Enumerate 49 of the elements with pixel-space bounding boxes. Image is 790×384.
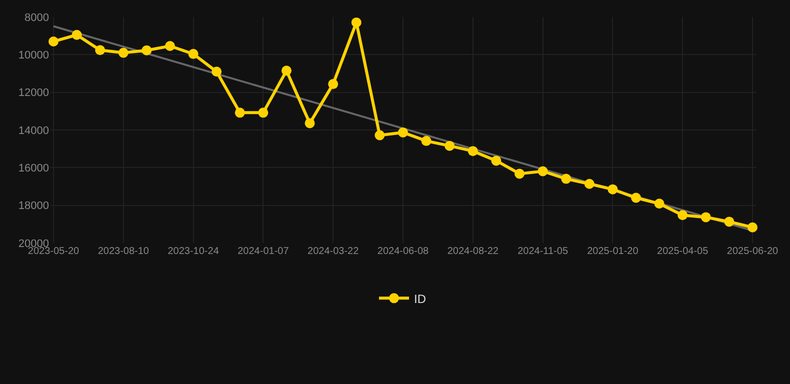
x-tick-label: 2025-04-05 [657, 246, 709, 257]
point [304, 118, 315, 128]
point [142, 45, 152, 56]
point [654, 198, 664, 209]
point [700, 212, 711, 222]
x-tick-label: 2024-08-22 [447, 246, 499, 257]
x-tick-label: 2025-06-20 [726, 246, 779, 257]
point [748, 222, 758, 232]
point [444, 140, 455, 151]
point [491, 156, 502, 166]
point [118, 48, 128, 58]
point [584, 178, 594, 189]
point [48, 36, 58, 46]
point [631, 192, 641, 203]
y-tick-label: 10000 [18, 50, 49, 62]
point [374, 130, 385, 140]
point [724, 216, 734, 227]
point [398, 127, 408, 138]
point [468, 146, 478, 156]
x-tick-label: 2023-05-20 [28, 246, 80, 257]
y-tick-label: 14000 [18, 124, 49, 137]
point [421, 136, 432, 146]
point [608, 184, 618, 194]
y-tick-label: 12000 [18, 87, 49, 100]
point [258, 108, 268, 118]
y-tick-label: 8000 [24, 12, 49, 24]
point [282, 66, 292, 76]
point [165, 41, 175, 51]
point [188, 48, 198, 59]
point [514, 168, 524, 179]
y-tick-label: 16000 [18, 162, 49, 175]
x-tick-label: 2023-10-24 [168, 246, 220, 257]
point [561, 174, 572, 184]
point [212, 66, 222, 77]
legend-label: ID [414, 292, 426, 306]
point [95, 45, 106, 56]
point [678, 210, 688, 220]
point [538, 166, 548, 176]
x-tick-label: 2024-01-07 [238, 246, 290, 257]
x-tick-label: 2024-03-22 [308, 246, 360, 257]
x-tick-label: 2024-11-05 [518, 246, 568, 257]
point [72, 30, 82, 40]
y-tick-label: 18000 [18, 200, 49, 212]
point [328, 79, 338, 90]
point [234, 108, 245, 118]
point [351, 17, 362, 28]
x-tick-label: 2023-08-10 [98, 246, 150, 257]
x-tick-label: 2025-01-20 [587, 246, 639, 257]
x-tick-label: 2024-06-08 [377, 246, 430, 257]
